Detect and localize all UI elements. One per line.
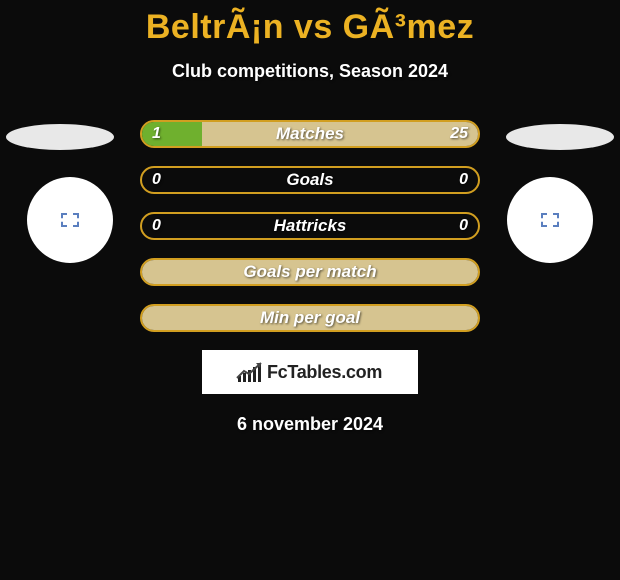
logo-text: FcTables.com: [267, 362, 382, 383]
stat-bar-row: 0 0Goals: [140, 166, 480, 194]
stat-bars-container: 125Matches00Goals00HattricksGoals per ma…: [140, 120, 480, 332]
stat-bar-row: 0 0Hattricks: [140, 212, 480, 240]
footer-date: 6 november 2024: [0, 414, 620, 435]
page-title: BeltrÃ¡n vs GÃ³mez: [0, 0, 620, 47]
bar-fill: [142, 306, 478, 330]
stats-section: 125Matches00Goals00HattricksGoals per ma…: [0, 120, 620, 435]
stat-value-right: 25: [450, 122, 468, 146]
stat-bar-row: 125Matches: [140, 120, 480, 148]
page-subtitle: Club competitions, Season 2024: [0, 61, 620, 82]
logo-box: FcTables.com: [202, 350, 418, 394]
stat-value-left: 1: [152, 122, 161, 146]
stat-label: Goals: [142, 168, 478, 192]
stat-value-right: 0: [459, 214, 468, 238]
stat-bar-row: Goals per match: [140, 258, 480, 286]
stat-bar-row: Min per goal: [140, 304, 480, 332]
stat-value-left: 0: [152, 168, 161, 192]
bar-fill: [142, 260, 478, 284]
logo-chart-icon: [238, 362, 261, 382]
page-root: BeltrÃ¡n vs GÃ³mez Club competitions, Se…: [0, 0, 620, 580]
bar-fill-right: [202, 122, 478, 146]
stat-value-left: 0: [152, 214, 161, 238]
stat-label: Hattricks: [142, 214, 478, 238]
stat-value-right: 0: [459, 168, 468, 192]
logo-arrow-icon: [236, 360, 264, 380]
